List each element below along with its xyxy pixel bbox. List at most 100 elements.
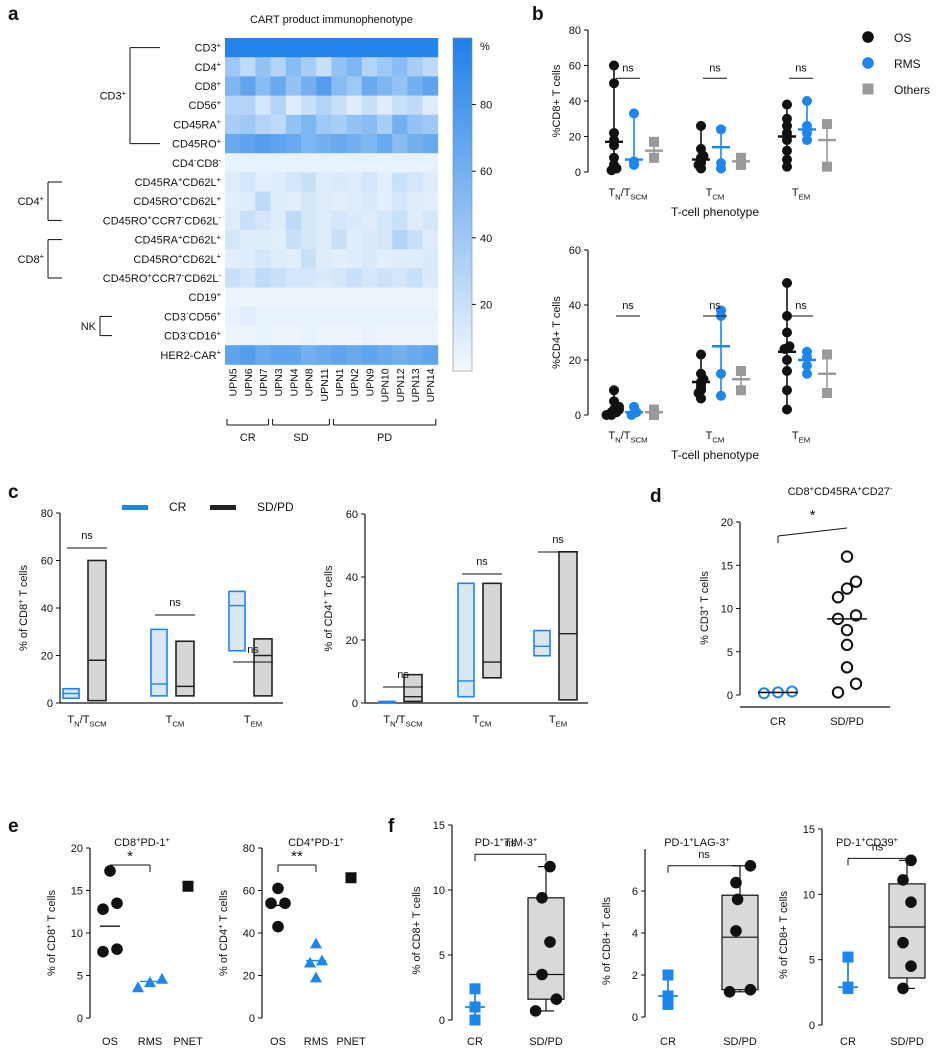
significance-label: * (127, 848, 133, 865)
heatmap-cell (346, 345, 363, 365)
heatmap-cell (331, 249, 347, 269)
label-part: SCM (89, 719, 106, 728)
heatmap-cell (361, 114, 378, 135)
data-point (695, 120, 706, 131)
significance-label: ns (698, 849, 710, 861)
row-label: CD56+​ (189, 98, 222, 112)
heatmap-cell (270, 172, 287, 192)
heatmap-cell (255, 38, 271, 58)
data-point (310, 971, 322, 983)
data-point (736, 366, 746, 376)
heatmap-title: CART product immunophenotype (250, 14, 413, 26)
label-part: SCM (405, 719, 422, 728)
label-part: T (244, 714, 251, 726)
label-part: N (74, 719, 80, 728)
data-point (111, 943, 123, 955)
heatmap-cell (285, 114, 302, 135)
heatmap-cell (422, 134, 439, 154)
significance-label: ns (709, 62, 721, 74)
label-part: CD3 (195, 43, 217, 55)
group-label: SD (293, 432, 308, 444)
heatmap-cell (255, 153, 271, 173)
heatmap-cell (361, 57, 378, 77)
label-part: CD19 (189, 292, 217, 304)
data-point (544, 936, 556, 948)
label-part: CD8 (195, 81, 217, 93)
heatmap-cell (331, 76, 347, 96)
label-part: T cells (218, 890, 230, 925)
data-point (849, 609, 863, 622)
label-part: N (615, 435, 621, 444)
data-point (822, 349, 832, 360)
data-point (608, 78, 619, 89)
data-point (536, 968, 548, 981)
label-part: + (166, 835, 170, 844)
heatmap-cell (270, 38, 287, 58)
label-part: CM (172, 719, 184, 728)
cd8-tick-label: 60 (41, 556, 53, 568)
data-point (905, 960, 917, 973)
heatmap-cell (270, 57, 287, 77)
data-point (469, 983, 481, 995)
row-label: CD45RA+​CD62L+​ (135, 232, 221, 246)
heatmap-cell (225, 134, 241, 154)
d-ylabel: % CD3+​ T cells (697, 571, 711, 645)
label-part: + (217, 60, 221, 69)
heatmap-cell (331, 57, 347, 77)
data-point (781, 327, 792, 338)
heatmap-cell (316, 38, 332, 58)
heatmap-cell (346, 287, 363, 308)
data-point (469, 1001, 481, 1013)
heatmap-cell (255, 76, 271, 96)
heatmap-cell (225, 172, 241, 192)
heatmap-cell (240, 326, 256, 346)
heatmap-cell (392, 76, 408, 96)
heatmap-cell (422, 230, 439, 250)
data-point (849, 677, 863, 690)
heatmap-cell (331, 114, 347, 135)
heatmap-cell (377, 287, 393, 308)
heatmap-cell (346, 57, 363, 77)
legend-label: OS (894, 31, 911, 45)
heatmap-cell (407, 268, 423, 288)
row-label: CD19+​ (189, 290, 222, 304)
data-point (715, 124, 726, 135)
row-label: CD3-​CD16+​ (164, 328, 221, 342)
label-part: /T (80, 714, 90, 726)
heatmap-cell (422, 172, 439, 192)
heatmap-cell (270, 134, 287, 154)
heatmap-cell (377, 345, 393, 365)
label-part: PD-1 (836, 837, 861, 849)
f3-title: PD-1+​CD39+​ (836, 835, 898, 849)
heatmap-cell (331, 191, 347, 212)
label-part: + (178, 194, 182, 203)
label-part: - (186, 309, 189, 318)
heatmap-cell (301, 210, 317, 231)
heatmap-cell (285, 249, 302, 269)
data-point (469, 1014, 481, 1026)
x-tick-label: SD/PD (830, 716, 864, 728)
heatmap-cell (377, 230, 393, 250)
heatmap-cell (331, 172, 347, 192)
heatmap-cell (240, 287, 256, 308)
data-point (840, 623, 854, 637)
heatmap-cell (331, 134, 347, 154)
heatmap-cell (377, 268, 393, 288)
cd4-ylabel: %CD4+ T cells (551, 296, 563, 369)
heatmap-cell (255, 114, 271, 135)
row-label: CD45RO+​ (172, 136, 221, 150)
label-part: + (217, 309, 221, 318)
e-cd8-ylabel: % of CD8+​ T cells (44, 890, 58, 976)
heatmap-cell (361, 306, 378, 327)
heatmap-cell (392, 326, 408, 346)
heatmap-cell (422, 210, 439, 231)
range-bar (150, 628, 168, 697)
heatmap-cell (331, 268, 347, 288)
heatmap-cell (240, 57, 256, 77)
legend-label: RMS (894, 57, 921, 71)
data-point (736, 385, 746, 396)
label-part: CD62L (184, 215, 218, 227)
data-point (345, 872, 357, 884)
d-tick-label: 5 (727, 647, 733, 659)
